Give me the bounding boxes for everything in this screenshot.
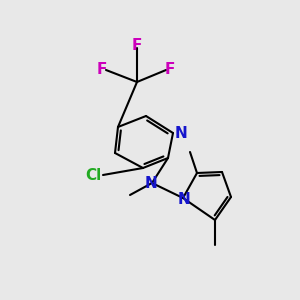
Text: F: F bbox=[132, 38, 142, 53]
Text: F: F bbox=[97, 62, 107, 77]
Text: F: F bbox=[165, 62, 175, 77]
Text: N: N bbox=[175, 125, 188, 140]
Text: N: N bbox=[145, 176, 158, 191]
Text: Cl: Cl bbox=[85, 167, 101, 182]
Text: N: N bbox=[178, 191, 190, 206]
